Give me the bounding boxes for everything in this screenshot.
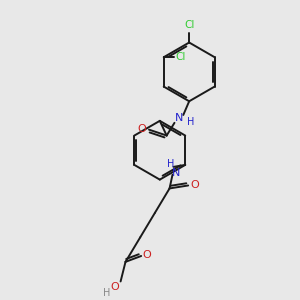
Text: O: O — [190, 179, 200, 190]
Text: N: N — [175, 113, 184, 123]
Text: Cl: Cl — [184, 20, 194, 30]
Text: H: H — [103, 288, 111, 298]
Text: O: O — [110, 282, 119, 292]
Text: H: H — [188, 117, 195, 127]
Text: Cl: Cl — [176, 52, 186, 62]
Text: O: O — [138, 124, 146, 134]
Text: O: O — [143, 250, 152, 260]
Text: N: N — [172, 168, 181, 178]
Text: H: H — [167, 159, 174, 169]
